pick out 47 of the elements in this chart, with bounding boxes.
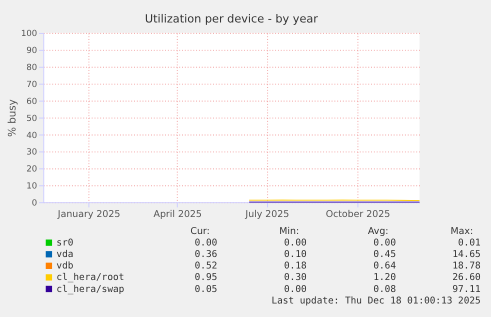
text: 0.45: [373, 249, 396, 260]
text: Cur:: [190, 226, 210, 238]
legend-label: vdb: [56, 260, 74, 272]
text: 0.00: [194, 238, 218, 249]
text: 0.05: [194, 284, 218, 295]
y-tick-label: 50: [26, 112, 38, 123]
y-tick-label: 70: [26, 79, 38, 90]
chart-title: Utilization per device - by year: [144, 12, 318, 26]
text: 0.10: [284, 249, 307, 260]
text: 0.64: [373, 260, 396, 272]
y-axis-title: % busy: [6, 99, 18, 137]
text: 18.78: [452, 260, 481, 272]
legend-label: cl_hera/swap: [56, 284, 125, 295]
y-tick-label: 0: [32, 198, 38, 208]
legend-label: cl_hera/root: [56, 272, 124, 284]
y-tick-label: 60: [26, 96, 38, 106]
text: Last update: Thu Dec 18 01:00:13 2025: [271, 295, 481, 306]
x-tick-label: October 2025: [326, 208, 390, 220]
text: 0.01: [458, 238, 481, 249]
text: 0.00: [373, 238, 396, 249]
text: 26.60: [452, 272, 481, 284]
legend-label: sr0: [56, 238, 74, 249]
text: Min:: [279, 226, 300, 238]
x-tick-label: January 2025: [56, 208, 120, 220]
y-tick-label: 40: [26, 130, 38, 140]
text: 0.00: [284, 238, 307, 249]
y-tick-label: 100: [21, 28, 38, 38]
text: 97.11: [452, 284, 481, 295]
y-tick-label: 80: [26, 62, 38, 72]
x-tick-label: July 2025: [244, 208, 290, 220]
text: 0.30: [284, 272, 307, 284]
text: 14.65: [452, 249, 481, 260]
y-tick-label: 20: [26, 164, 38, 174]
text: Avg:: [368, 226, 388, 238]
text: Max:: [450, 226, 474, 238]
text: 0.95: [194, 272, 218, 284]
text: 0.18: [284, 260, 307, 272]
legend-label: vda: [56, 249, 74, 260]
y-tick-label: 30: [26, 146, 38, 157]
text: 0.00: [284, 284, 307, 295]
text: 0.08: [373, 284, 396, 295]
text: 0.36: [194, 249, 218, 260]
text: 1.20: [373, 272, 396, 284]
text: 0.52: [194, 260, 218, 272]
x-tick-label: April 2025: [154, 208, 202, 220]
y-tick-label: 10: [26, 180, 38, 191]
y-tick-label: 90: [26, 45, 38, 56]
